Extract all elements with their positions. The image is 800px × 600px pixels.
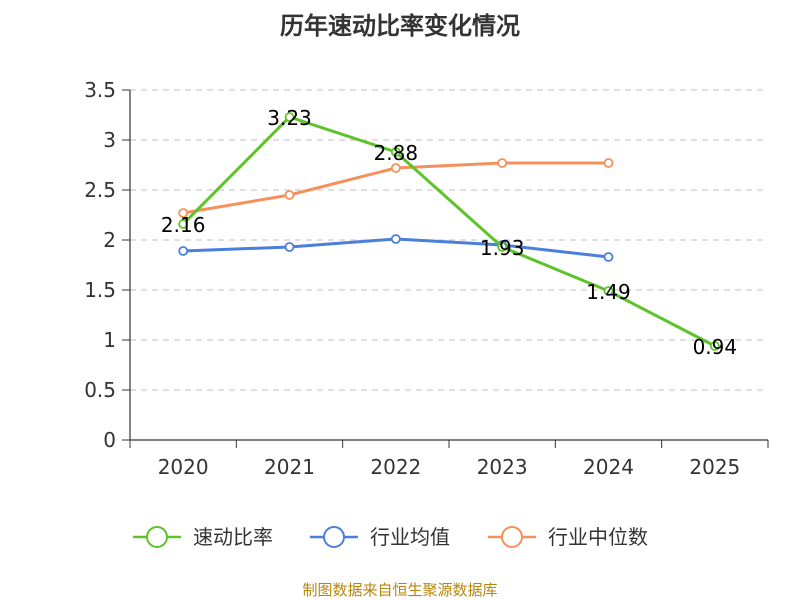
legend-item-1[interactable]: 行业均值 (310, 525, 450, 549)
y-tick-label: 2 (103, 228, 116, 252)
x-tick-label: 2021 (264, 455, 315, 479)
data-point (709, 341, 720, 351)
legend-item-2[interactable]: 行业中位数 (488, 525, 648, 549)
data-point (390, 234, 401, 244)
y-tick-label: 3 (103, 128, 116, 152)
y-tick-label: 2.5 (84, 178, 116, 202)
data-point (284, 190, 295, 200)
legend-item-0[interactable]: 速动比率 (133, 525, 273, 549)
legend-label: 行业均值 (370, 525, 450, 549)
x-tick-label: 2022 (370, 455, 421, 479)
y-tick-label: 1 (103, 328, 116, 352)
source-note: 制图数据来自恒生聚源数据库 (302, 581, 497, 599)
data-label: 0.94 (693, 335, 738, 359)
data-point (497, 158, 508, 168)
data-label: 2.88 (374, 141, 419, 165)
y-tick-label: 0.5 (84, 378, 116, 402)
data-label: 1.93 (480, 236, 525, 260)
x-tick-label: 2023 (477, 455, 528, 479)
data-label: 3.23 (267, 106, 312, 130)
data-point (178, 208, 189, 218)
data-point (390, 147, 401, 157)
data-point (497, 242, 508, 252)
data-point (284, 242, 295, 252)
x-tick-label: 2024 (583, 455, 634, 479)
data-point (603, 158, 614, 168)
y-tick-label: 3.5 (84, 78, 116, 102)
x-tick-label: 2020 (158, 455, 209, 479)
legend-label: 速动比率 (193, 525, 273, 549)
y-tick-label: 0 (103, 428, 116, 452)
data-point (603, 252, 614, 262)
series-line-0 (182, 115, 716, 348)
data-point (603, 286, 614, 296)
legend-label: 行业中位数 (548, 525, 648, 549)
data-point (390, 163, 401, 173)
legend-marker-icon (146, 526, 168, 548)
data-point (284, 112, 295, 122)
x-tick-label: 2025 (689, 455, 740, 479)
data-point (178, 219, 189, 229)
data-point (178, 246, 189, 256)
legend-marker-icon (501, 526, 523, 548)
data-label: 1.49 (586, 280, 631, 304)
data-label: 2.16 (161, 213, 206, 237)
y-tick-label: 1.5 (84, 278, 116, 302)
chart-title: 历年速动比率变化情况 (280, 12, 520, 40)
legend-marker-icon (323, 526, 345, 548)
